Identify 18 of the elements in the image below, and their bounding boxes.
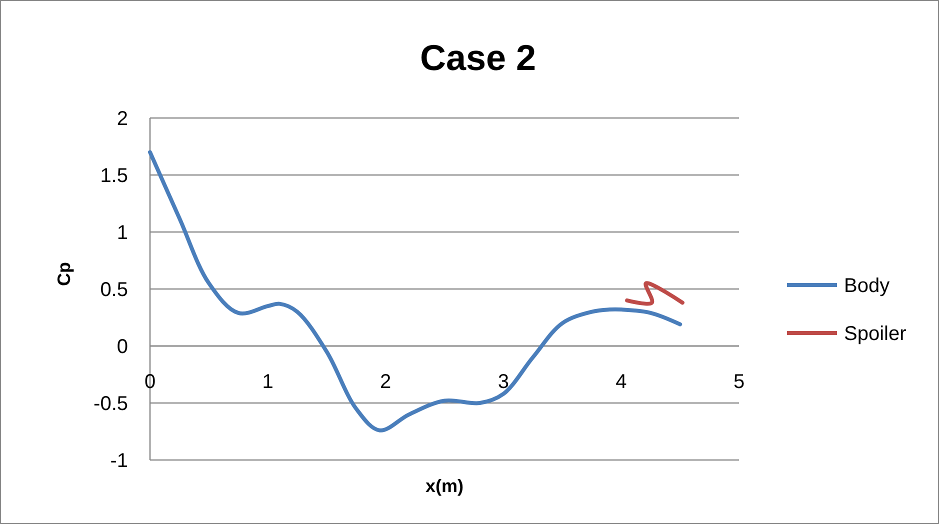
- y-tick-label: -0.5: [94, 393, 128, 415]
- x-tick-label: 4: [616, 371, 627, 393]
- y-axis-title: Cp: [54, 262, 74, 286]
- legend-label: Spoiler: [844, 323, 907, 345]
- x-tick-label: 1: [262, 371, 274, 393]
- x-axis-title: x(m): [425, 476, 464, 496]
- x-tick-label: 5: [733, 371, 745, 393]
- y-tick-label: 1.5: [100, 165, 128, 187]
- y-tick-label: 0.5: [100, 279, 128, 301]
- x-tick-label: 3: [498, 371, 509, 393]
- y-tick-label: 2: [116, 108, 128, 130]
- x-tick-label: 2: [380, 371, 392, 393]
- y-tick-label: 1: [116, 222, 128, 244]
- chart-title: Case 2: [420, 37, 536, 78]
- x-tick-label: 0: [144, 371, 156, 393]
- legend-label: Body: [844, 275, 890, 297]
- y-tick-label: 0: [116, 336, 128, 358]
- y-tick-label: -1: [110, 450, 128, 472]
